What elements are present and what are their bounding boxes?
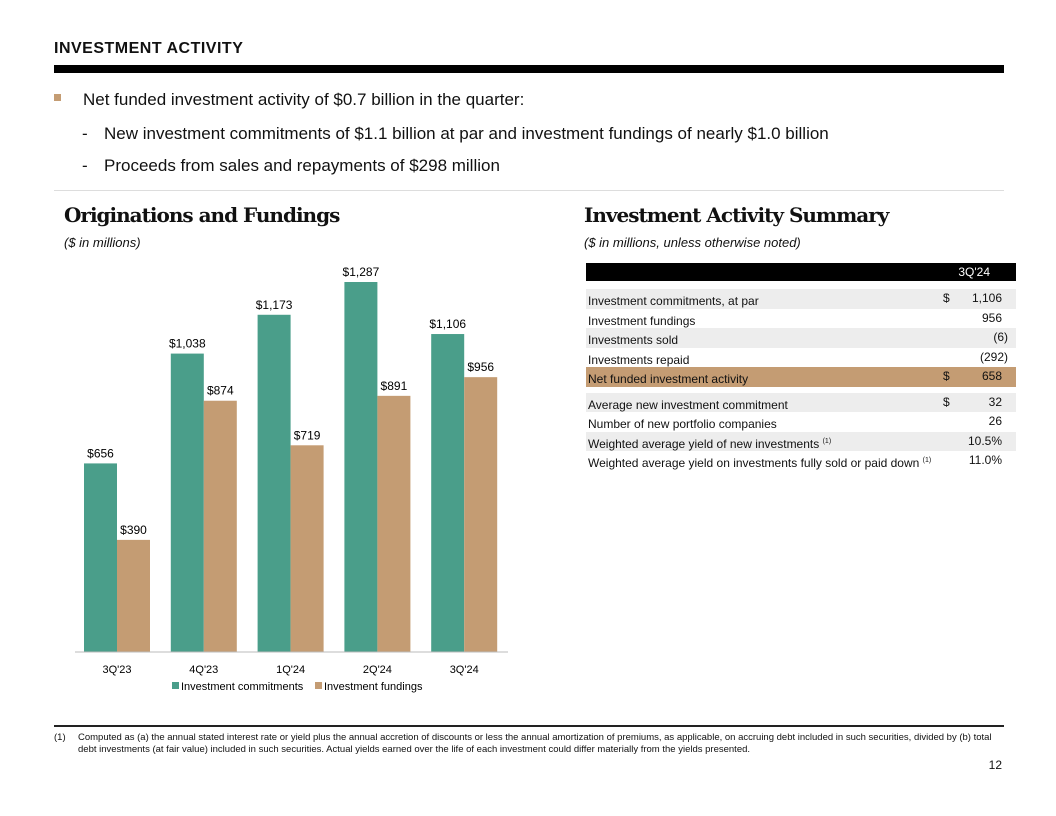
row-label: Investment commitments, at par (588, 294, 759, 308)
x-tick-label: 3Q'23 (102, 664, 131, 676)
data-label: $956 (467, 360, 494, 374)
dash: - (82, 124, 88, 143)
chart-subtitle: ($ in millions) (64, 235, 141, 250)
table-row: Net funded investment activity $658 (586, 367, 1016, 387)
data-label: $719 (294, 428, 321, 442)
sub-bullet: - New investment commitments of $1.1 bill… (82, 124, 829, 144)
bar-fundings (464, 377, 498, 652)
x-tick-label: 1Q'24 (276, 664, 305, 676)
bar-commitments (431, 334, 465, 652)
row-value: 1,106 (971, 291, 1002, 305)
table-row: Weighted average yield of new investment… (586, 431, 1016, 451)
x-tick-label: 2Q'24 (363, 664, 392, 676)
bar-fundings (117, 539, 150, 652)
bullet-square-icon (54, 94, 61, 102)
legend-swatch (315, 682, 322, 689)
row-label: Average new investment commitment (588, 397, 788, 412)
divider (54, 190, 1004, 191)
row-label: Investment fundings (588, 313, 696, 328)
data-label: $1,038 (169, 337, 206, 351)
legend-label: Investment fundings (324, 681, 423, 693)
row-label: Number of new portfolio companies (588, 417, 777, 431)
row-value: (292) (979, 349, 1008, 364)
row-label: Investments repaid (588, 352, 690, 367)
chart-title: Originations and Fundings (64, 203, 340, 227)
page-number: 12 (988, 758, 1002, 772)
bar-commitments (257, 314, 291, 652)
data-label: $1,173 (256, 298, 293, 312)
row-value: 26 (988, 414, 1002, 428)
footnote-number: (1) (54, 732, 66, 743)
section-header: INVESTMENT ACTIVITY (54, 40, 244, 57)
legend-label: Investment commitments (181, 681, 304, 693)
footnote-text: Computed as (a) the annual stated intere… (78, 732, 992, 755)
row-label: Investments sold (588, 333, 679, 347)
header-rule (54, 65, 1004, 73)
row-currency: $ (943, 394, 950, 409)
table-row: Average new investment commitment $32 (586, 392, 1016, 412)
table-row: Investment fundings 956 (586, 309, 1016, 329)
row-label: Net funded investment activity (588, 372, 749, 386)
table-row: Investments repaid (292) (586, 348, 1016, 368)
bar-fundings (203, 400, 237, 652)
row-value: 956 (981, 310, 1002, 325)
data-label: $390 (120, 523, 147, 537)
x-tick-label: 4Q'23 (189, 664, 218, 676)
summary-title: Investment Activity Summary (584, 203, 889, 227)
row-currency: $ (943, 291, 950, 305)
row-value: 32 (988, 394, 1002, 409)
row-label: Weighted average yield of new investment… (588, 436, 832, 451)
table-row: Weighted average yield on investments fu… (586, 451, 1016, 471)
table-header: 3Q'24 (586, 263, 1016, 281)
bullet-text: Net funded investment activity of $0.7 b… (83, 90, 525, 109)
bullet-main: Net funded investment activity of $0.7 b… (54, 90, 524, 110)
bar-fundings (290, 445, 324, 652)
legend-swatch (172, 682, 179, 689)
data-label: $891 (381, 379, 408, 393)
row-label: Weighted average yield on investments fu… (588, 456, 932, 470)
sub-bullet-text: Proceeds from sales and repayments of $2… (104, 156, 500, 175)
data-label: $874 (207, 384, 234, 398)
row-value: (6) (993, 330, 1008, 344)
dash: - (82, 156, 88, 175)
row-currency: $ (943, 369, 950, 383)
table-row: Investment commitments, at par $1,106 (586, 289, 1016, 309)
bar-fundings (377, 395, 411, 652)
sub-bullet: - Proceeds from sales and repayments of $… (82, 156, 500, 176)
bar-commitments (344, 282, 378, 652)
x-tick-label: 3Q'24 (450, 664, 479, 676)
row-value: 658 (981, 369, 1002, 383)
sub-bullet-text: New investment commitments of $1.1 billi… (104, 124, 829, 143)
footnote-rule (54, 725, 1004, 727)
data-label: $656 (87, 446, 114, 460)
bar-commitments (84, 463, 117, 652)
row-value: 11.0% (968, 453, 1002, 467)
summary-table: 3Q'24 Investment commitments, at par $1,… (586, 263, 1016, 471)
summary-subtitle: ($ in millions, unless otherwise noted) (584, 235, 801, 250)
table-row: Number of new portfolio companies 26 (586, 412, 1016, 432)
data-label: $1,106 (429, 317, 466, 331)
table-row: Investments sold (6) (586, 328, 1016, 348)
bar-commitments (170, 353, 204, 652)
row-value: 10.5% (967, 433, 1002, 448)
footnote: (1) Computed as (a) the annual stated int… (54, 732, 1004, 756)
data-label: $1,287 (343, 265, 380, 279)
